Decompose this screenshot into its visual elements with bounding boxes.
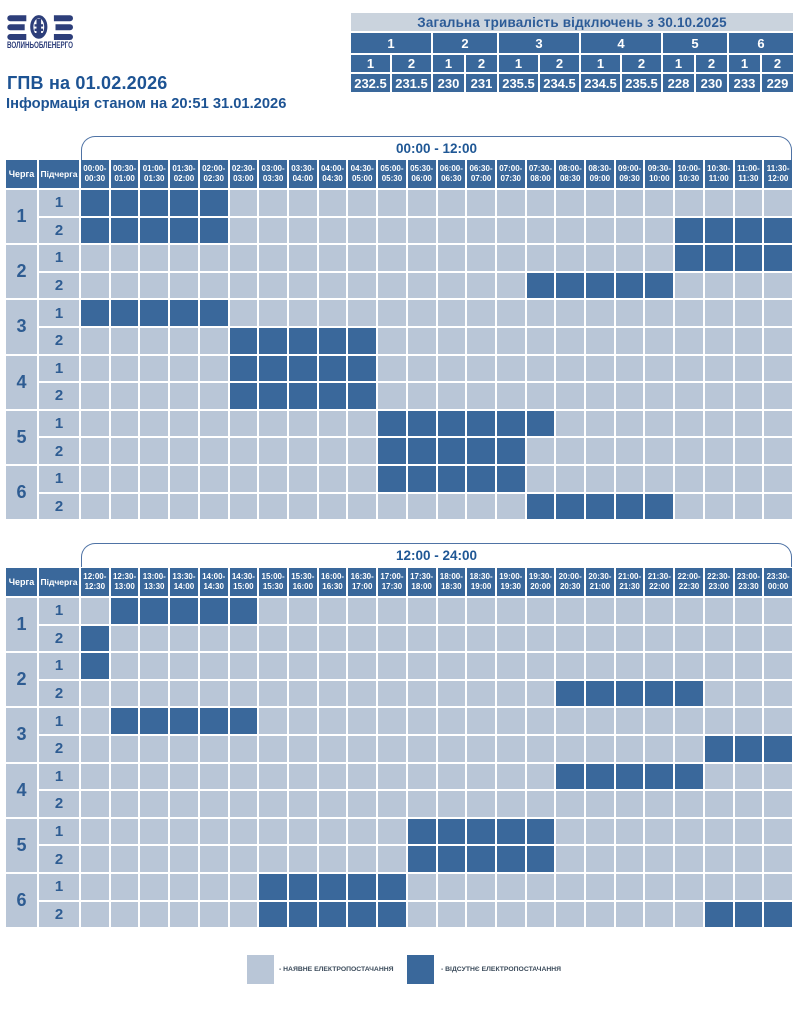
svg-text:ВОЛИНЬОБЛЕНЕРГО: ВОЛИНЬОБЛЕНЕРГО <box>7 40 73 49</box>
